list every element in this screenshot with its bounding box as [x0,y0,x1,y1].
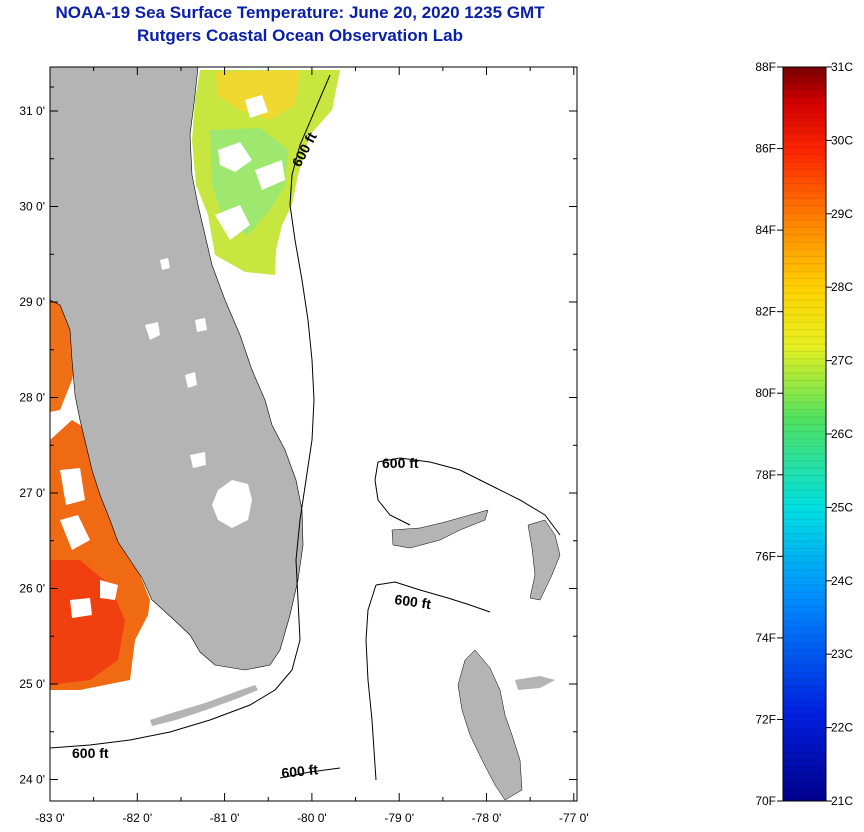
lake-okeechobee [212,480,252,528]
map-title: NOAA-19 Sea Surface Temperature: June 20… [55,3,545,22]
lat-label: 31 0' [19,104,45,118]
lat-label: 26 0' [19,582,45,596]
colorbar-bands [783,73,826,798]
eleuthera [515,676,555,690]
lon-label: -77 0' [559,811,589,825]
lon-label: -83 0' [35,811,65,825]
lat-label: 28 0' [19,391,45,405]
colorbar-f-label: 74F [755,631,776,645]
colorbar-c-label: 26C [831,427,853,441]
colorbar-c-label: 27C [831,354,853,368]
map-subtitle: Rutgers Coastal Ocean Observation Lab [137,26,463,45]
colorbar-c-label: 29C [831,207,853,221]
lon-label: -81 0' [210,811,240,825]
colorbar-c-label: 23C [831,647,853,661]
colorbar-f-label: 84F [755,223,776,237]
colorbar-f-label: 78F [755,468,776,482]
isobath-600ft [50,74,561,781]
map-frame [49,66,578,802]
colorbar-c-label: 30C [831,133,853,147]
lon-label: -82 0' [122,811,152,825]
cloud-mask-gulf [60,468,118,618]
colorbar-c-label: 22C [831,721,853,735]
colorbar-c-label: 24C [831,574,853,588]
contour-label-south: 600 ft [281,761,319,781]
lon-label: -78 0' [472,811,502,825]
colorbar-c-label: 21C [831,794,853,808]
colorbar-c-label: 31C [831,60,853,74]
lat-label: 27 0' [19,486,45,500]
contour-label-northwest-channel: 600 ft [394,591,433,612]
lat-label: 24 0' [19,773,45,787]
longitude-axis: -83 0' -82 0' -81 0' -80 0' -79 0' -78 0' -77 … [35,67,589,825]
latitude-axis: 31 0' 30 0' 29 0' 28 0' 27 0' 26 0' 25 0' 24 0' [19,86,577,787]
lat-label: 25 0' [19,677,45,691]
lon-label: -79 0' [384,811,414,825]
contour-label-keys: 600 ft [72,745,109,761]
abaco [527,519,561,601]
lon-label: -80 0' [297,811,327,825]
colorbar-f-label: 76F [755,549,776,563]
andros-island [457,649,523,801]
colorbar-f-label: 88F [755,60,776,74]
colorbar-f-label: 86F [755,142,776,156]
contour-label-grand-bahama: 600 ft [382,455,419,471]
colorbar-f-label: 80F [755,386,776,400]
florida-keys [150,685,258,726]
colorbar [782,66,827,802]
grand-bahama [391,509,489,549]
colorbar-f-label: 72F [755,712,776,726]
lat-label: 30 0' [19,200,45,214]
colorbar-f-label: 82F [755,305,776,319]
lat-label: 29 0' [19,295,45,309]
colorbar-f-label: 70F [755,794,776,808]
sst-patch-north-warm [215,70,300,120]
colorbar-c-label: 28C [831,280,853,294]
cloud-mask-north [215,95,285,240]
colorbar-c-label: 25C [831,500,853,514]
colorbar-ticks: 88F 86F 84F 82F 80F 78F 76F 74F 72F 70F 31C 30C 29C 2… [755,60,853,808]
inland-lakes [145,258,207,468]
